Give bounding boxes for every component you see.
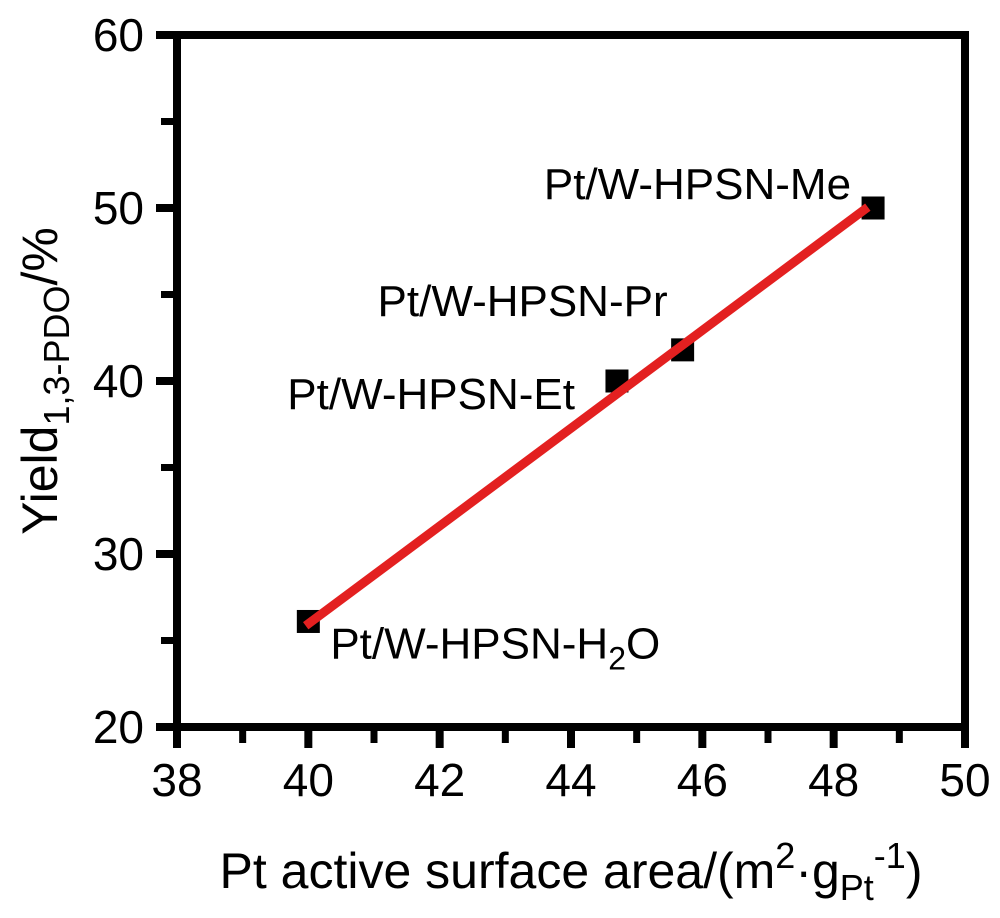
x-tick-label-38: 38 [151, 754, 202, 806]
point-label-pt-w-hpsn-me: Pt/W-HPSN-Me [544, 160, 851, 209]
y-tick-label-20: 20 [93, 701, 144, 753]
y-tick-label-60: 60 [93, 9, 144, 61]
x-tick-label-50: 50 [939, 754, 990, 806]
x-tick-label-40: 40 [283, 754, 334, 806]
x-tick-label-48: 48 [808, 754, 859, 806]
y-tick-label-30: 30 [93, 528, 144, 580]
x-tick-label-44: 44 [545, 754, 596, 806]
fit-line [303, 203, 871, 630]
y-axis-title: Yield1,3-PDO/% [12, 227, 77, 535]
x-axis-title: Pt active surface area/(m2·gPt-1) [220, 835, 923, 908]
point-label-pt-w-hpsn-pr: Pt/W-HPSN-Pr [378, 277, 668, 326]
point-label-pt-w-hpsn-h2o: Pt/W-HPSN-H2O [330, 619, 660, 676]
data-point-pt-w-hpsn-me [861, 196, 885, 220]
x-tick-label-46: 46 [677, 754, 728, 806]
y-tick-label-50: 50 [93, 182, 144, 234]
point-label-pt-w-hpsn-et: Pt/W-HPSN-Et [287, 370, 575, 419]
x-tick-label-42: 42 [414, 754, 465, 806]
y-tick-label-40: 40 [93, 355, 144, 407]
